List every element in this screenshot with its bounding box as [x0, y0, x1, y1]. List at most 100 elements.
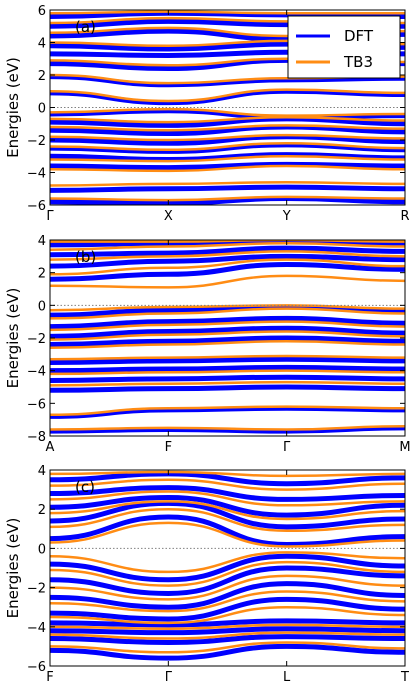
dft-band-line — [50, 425, 405, 434]
tb3-band-line — [50, 574, 405, 601]
axes-frame — [49, 469, 406, 667]
x-tick-label: F — [165, 440, 172, 455]
dft-band-line — [50, 261, 405, 282]
tb3-band-line — [50, 320, 405, 332]
y-tick-label: −4 — [27, 365, 46, 380]
y-tick-label: −2 — [27, 134, 46, 149]
y-tick-label: −2 — [27, 582, 46, 597]
dft-band-line — [50, 88, 405, 106]
dft-band-line — [50, 618, 405, 628]
x-tick-label: A — [46, 440, 55, 455]
panel-label: (a) — [75, 18, 96, 36]
dft-band-line — [50, 142, 405, 154]
y-tick-label: −6 — [27, 199, 46, 214]
dft-band-line — [50, 514, 405, 547]
y-tick-label: −6 — [27, 660, 46, 675]
dft-band-line — [50, 374, 405, 383]
tb3-band-line — [50, 560, 405, 587]
tb3-band-line — [50, 10, 405, 15]
dft-band-line — [50, 134, 405, 146]
x-tick-label: R — [400, 209, 409, 224]
plot-area — [50, 470, 405, 661]
dft-band-line — [50, 253, 405, 269]
tb3-band-line — [50, 380, 405, 387]
dft-band-line — [50, 124, 405, 137]
dft-band-line — [50, 108, 405, 120]
tb3-band-line — [50, 551, 405, 574]
tb3-band-line — [50, 240, 405, 243]
tb3-band-line — [50, 521, 405, 548]
legend-label-dft: DFT — [344, 27, 374, 45]
tb3-band-line — [50, 470, 405, 478]
tb3-band-line — [50, 354, 405, 361]
tb3-band-line — [50, 141, 405, 152]
plot-area — [50, 240, 405, 434]
tb3-band-line — [50, 107, 405, 117]
panel-2: −8 −6 −4 −2 0 2 4 A F Γ M Energies (eV) (b) — [4, 234, 411, 455]
tb3-band-line — [50, 507, 405, 533]
dft-band-line — [50, 565, 405, 596]
dft-band-line — [50, 494, 405, 518]
y-tick-label: −6 — [27, 397, 46, 412]
tb3-band-line — [50, 154, 405, 163]
x-tick-label: T — [400, 670, 409, 685]
dft-band-line — [50, 471, 405, 487]
tb3-band-line — [50, 258, 405, 276]
x-tick-label: X — [164, 209, 173, 224]
dft-band-line — [50, 553, 405, 583]
x-tick-label: L — [283, 670, 291, 685]
x-tick-label: Y — [282, 209, 291, 224]
dft-band-line — [50, 152, 405, 163]
dft-band-line — [50, 74, 405, 88]
y-axis-label: Energies (eV) — [4, 288, 22, 389]
y-tick-label: 0 — [38, 102, 46, 117]
y-tick-label: 4 — [38, 234, 46, 249]
x-tick-label: Γ — [46, 209, 54, 224]
dft-band-line — [50, 485, 405, 502]
dft-band-line — [50, 195, 405, 205]
tb3-band-line — [50, 124, 405, 132]
x-tick-label: Γ — [165, 670, 173, 685]
tb3-band-line — [50, 195, 405, 202]
y-axis-label: Energies (eV) — [4, 518, 22, 619]
dft-band-line — [50, 116, 405, 128]
tb3-band-line — [50, 605, 405, 625]
tb3-band-line — [50, 641, 405, 654]
tb3-band-line — [50, 590, 405, 613]
dft-band-line — [50, 356, 405, 365]
dft-band-line — [50, 304, 405, 318]
tb3-band-line — [50, 164, 405, 173]
tb3-band-line — [50, 405, 405, 417]
panel-3: −6 −4 −2 0 2 4 F Γ L T Energies (eV) (c) — [4, 464, 409, 685]
tb3-band-line — [50, 631, 405, 640]
dft-band-line — [50, 596, 405, 622]
tb3-band-line — [50, 424, 405, 431]
dft-band-line — [50, 581, 405, 610]
dft-band-line — [50, 184, 405, 193]
y-tick-label: 6 — [38, 4, 46, 19]
legend-label-tb3: TB3 — [343, 53, 373, 71]
tb3-band-line — [50, 250, 405, 261]
tb3-band-line — [50, 490, 405, 507]
tb3-band-line — [50, 478, 405, 491]
dft-band-line — [50, 500, 405, 530]
tb3-band-line — [50, 307, 405, 320]
x-tick-label: F — [46, 670, 53, 685]
dft-band-line — [50, 245, 405, 258]
tb3-band-line — [50, 88, 405, 103]
dft-band-line — [50, 240, 405, 248]
tb3-band-line — [50, 330, 405, 341]
y-tick-label: 0 — [38, 299, 46, 314]
legend: DFT TB3 — [287, 15, 401, 79]
dft-band-line — [50, 161, 405, 171]
dft-band-line — [50, 626, 405, 636]
dft-band-line — [50, 315, 405, 330]
tb3-band-line — [50, 500, 405, 521]
dft-band-line — [50, 634, 405, 645]
legend-box — [287, 15, 401, 79]
panel-label: (c) — [75, 478, 95, 496]
dft-band-line — [50, 325, 405, 339]
tb3-band-line — [50, 242, 405, 252]
y-axis-label: Energies (eV) — [4, 57, 22, 158]
